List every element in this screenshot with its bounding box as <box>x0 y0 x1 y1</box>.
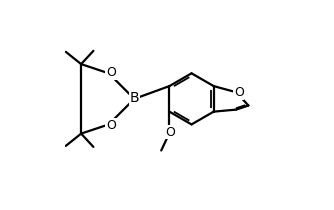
Text: O: O <box>165 126 175 139</box>
Text: B: B <box>130 91 139 105</box>
Text: O: O <box>234 86 244 99</box>
Text: O: O <box>106 118 116 131</box>
Text: O: O <box>106 66 116 79</box>
